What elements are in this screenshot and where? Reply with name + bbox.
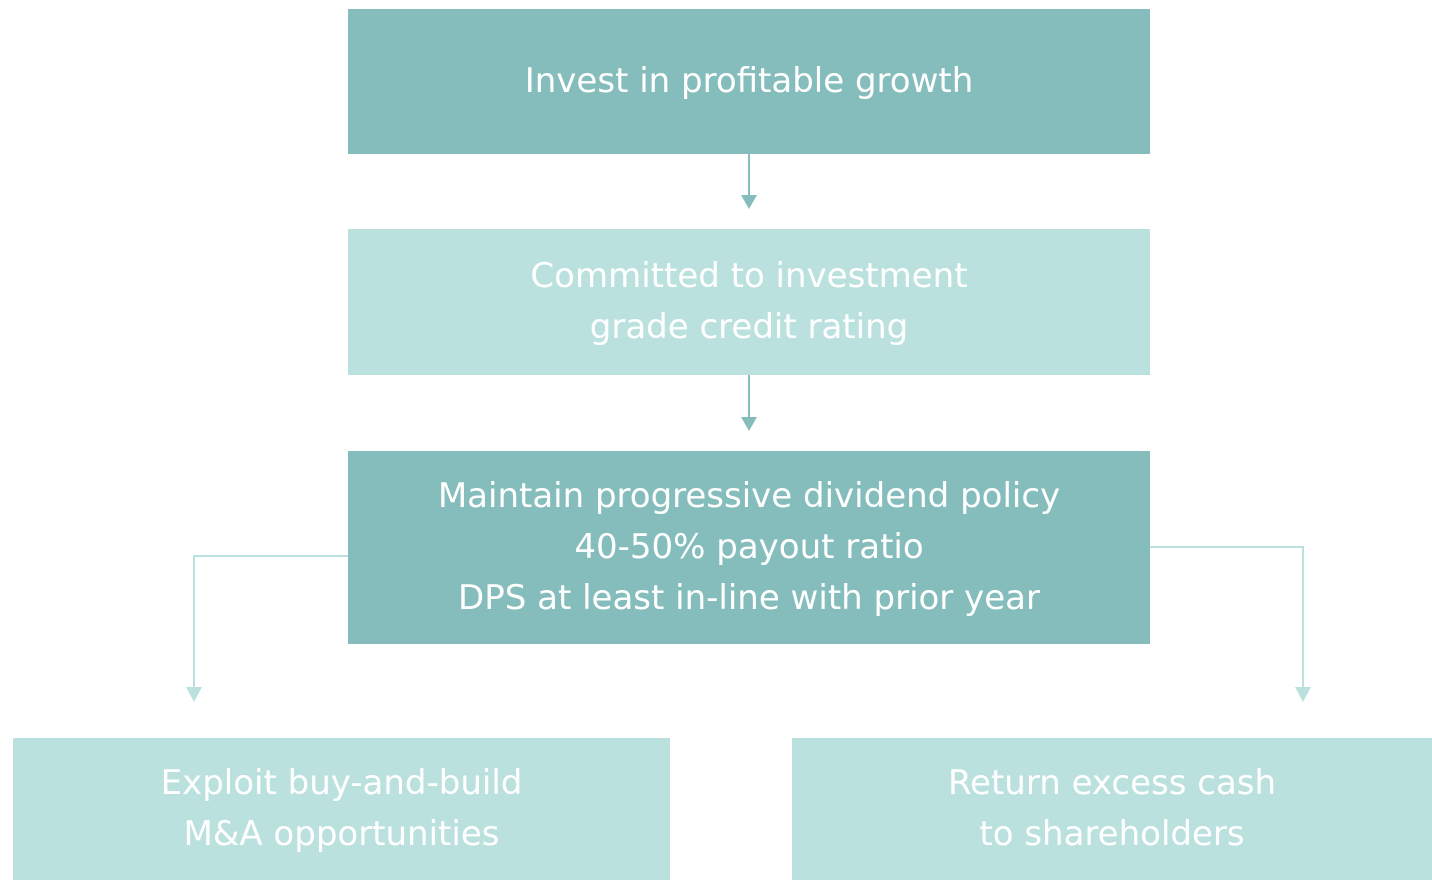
node-label: M&A opportunities: [183, 814, 500, 854]
node-label: Maintain progressive dividend policy: [437, 476, 1061, 516]
node: Invest in profitable growth: [348, 9, 1150, 154]
node-label: Exploit buy-and-build: [160, 763, 523, 803]
node-label: DPS at least in-line with prior year: [458, 578, 1040, 618]
node: Return excess cash to shareholders: [792, 738, 1432, 880]
arrow-head: [186, 687, 202, 702]
node-label: grade credit rating: [589, 307, 909, 347]
arrow-head: [741, 417, 757, 431]
arrow-line: [1150, 546, 1304, 690]
node: Maintain progressive dividend policy 40-5…: [348, 451, 1150, 644]
node-label: to shareholders: [979, 814, 1245, 854]
arrow-line: [193, 555, 348, 690]
node-label: 40-50% payout ratio: [574, 527, 924, 567]
node-label: Committed to investment: [530, 256, 968, 296]
node: Committed to investment grade credit rati…: [348, 229, 1150, 375]
arrow-head: [741, 195, 757, 209]
arrow-head: [1295, 687, 1311, 702]
node-label: Return excess cash: [947, 763, 1277, 803]
node-label: Invest in profitable growth: [524, 61, 974, 101]
node: Exploit buy-and-build M&A opportunities: [13, 738, 670, 880]
